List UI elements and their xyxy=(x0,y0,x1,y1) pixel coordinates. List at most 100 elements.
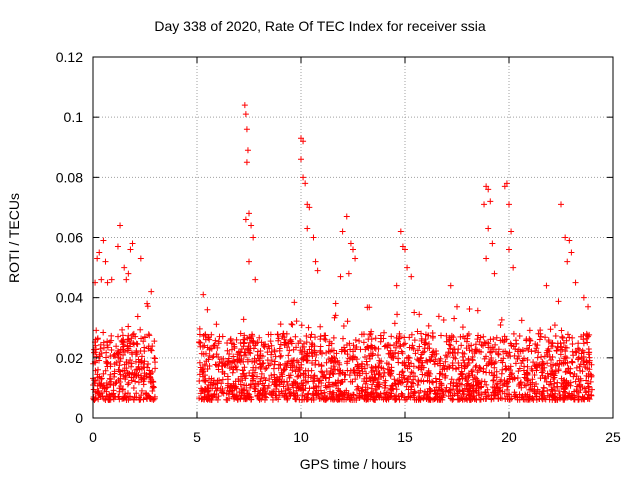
data-point xyxy=(128,374,135,381)
data-point xyxy=(115,393,122,400)
data-point xyxy=(488,360,495,367)
data-point xyxy=(237,394,244,401)
data-point xyxy=(248,222,255,229)
data-point xyxy=(417,387,424,394)
data-point xyxy=(330,334,337,341)
data-point xyxy=(238,356,245,363)
data-point xyxy=(196,338,203,345)
data-point xyxy=(251,383,258,390)
data-point xyxy=(286,374,293,381)
data-point xyxy=(551,374,558,381)
data-point xyxy=(366,331,373,338)
data-point xyxy=(489,359,496,366)
data-point xyxy=(499,388,506,395)
data-point xyxy=(204,384,211,391)
data-point xyxy=(247,396,254,403)
data-point xyxy=(434,390,441,397)
data-point xyxy=(326,338,333,345)
data-point xyxy=(462,395,469,402)
data-point xyxy=(453,338,460,345)
data-point xyxy=(276,345,283,352)
data-point xyxy=(107,353,114,360)
data-point xyxy=(511,352,518,359)
data-point xyxy=(396,396,403,403)
data-point xyxy=(95,389,102,396)
data-point xyxy=(196,325,203,332)
data-point xyxy=(219,369,226,376)
data-point xyxy=(425,332,432,339)
data-point xyxy=(381,390,387,397)
data-point xyxy=(549,393,556,400)
data-point xyxy=(128,349,135,356)
data-point xyxy=(402,340,409,347)
data-point xyxy=(388,333,395,340)
data-point xyxy=(107,376,114,383)
data-point xyxy=(414,328,421,335)
data-point xyxy=(309,353,316,360)
data-point xyxy=(436,357,443,364)
data-point xyxy=(569,334,576,341)
data-point xyxy=(361,353,368,360)
data-point xyxy=(482,389,489,396)
data-point xyxy=(568,358,575,365)
data-point xyxy=(402,396,409,403)
data-point xyxy=(104,342,111,349)
data-point xyxy=(447,282,454,289)
data-point xyxy=(197,339,204,346)
data-point xyxy=(307,334,314,341)
data-point xyxy=(556,392,563,399)
data-point xyxy=(524,396,531,403)
data-point xyxy=(254,393,261,400)
data-point xyxy=(102,258,109,265)
data-point xyxy=(137,347,144,354)
data-point xyxy=(579,347,586,354)
data-point xyxy=(108,337,115,344)
data-point xyxy=(361,378,368,385)
data-point xyxy=(523,375,530,382)
data-point xyxy=(493,334,500,341)
data-point xyxy=(302,385,309,392)
data-point xyxy=(586,357,593,364)
data-point xyxy=(245,392,252,399)
data-point xyxy=(344,318,351,325)
data-point xyxy=(584,380,591,387)
data-point xyxy=(127,357,134,364)
data-point xyxy=(372,396,379,403)
data-point xyxy=(420,395,427,402)
data-point xyxy=(400,372,407,379)
data-point xyxy=(233,336,240,343)
data-point xyxy=(503,336,510,343)
data-point xyxy=(525,346,532,353)
data-point xyxy=(144,303,151,310)
data-point xyxy=(208,331,215,338)
data-point xyxy=(421,392,428,399)
data-point xyxy=(572,378,579,385)
data-point xyxy=(483,255,490,262)
data-point xyxy=(549,340,556,347)
data-point xyxy=(211,381,218,388)
data-point xyxy=(423,357,430,364)
data-point xyxy=(510,330,517,337)
data-point xyxy=(443,353,450,360)
data-point xyxy=(396,334,403,341)
data-point xyxy=(371,344,378,351)
data-point xyxy=(318,368,325,375)
data-point xyxy=(531,387,538,394)
data-point xyxy=(116,368,123,375)
data-point xyxy=(363,370,370,377)
data-point xyxy=(242,351,249,358)
data-point xyxy=(252,364,259,371)
data-point xyxy=(453,366,460,373)
data-point xyxy=(448,376,455,383)
data-point xyxy=(580,294,587,301)
data-point xyxy=(430,348,437,355)
data-point xyxy=(246,370,253,377)
data-point xyxy=(512,391,519,398)
data-point xyxy=(537,333,544,340)
data-point xyxy=(274,331,281,338)
data-point xyxy=(271,358,278,365)
data-point xyxy=(207,382,214,389)
data-point xyxy=(130,384,137,391)
data-point xyxy=(514,396,521,403)
data-point xyxy=(113,379,120,386)
